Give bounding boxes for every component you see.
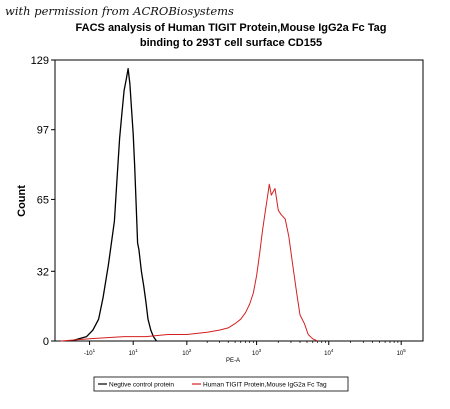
legend-box: [93, 376, 349, 392]
x-tick-label: -101: [84, 348, 96, 357]
legend-label-tigit: Human TIGIT Protein,Mouse IgG2a Fc Tag: [203, 382, 327, 389]
chart-title-line1: FACS analysis of Human TIGIT Protein,Mou…: [76, 22, 387, 34]
plot-area: 0 32 65 97 129 -101 101 102 103 104 105: [31, 55, 424, 357]
y-axis-label: Count: [16, 185, 28, 217]
y-tick-label: 97: [37, 125, 49, 137]
series-tigit-line: [60, 183, 318, 342]
y-tick-label: 129: [31, 55, 49, 67]
y-tick-label: 0: [43, 336, 49, 348]
plot-frame: [54, 59, 424, 342]
x-tick-label: 105: [397, 348, 407, 357]
x-tick-label: 103: [252, 348, 262, 357]
y-tick-label: 32: [37, 266, 49, 278]
x-tick-label: 104: [324, 348, 334, 357]
legend: Negtive control protein Human TIGIT Prot…: [93, 376, 349, 392]
x-axis-label: PE-A: [226, 358, 240, 364]
legend-label-negative: Negtive control protein: [109, 382, 174, 389]
y-tick-label: 65: [37, 194, 49, 206]
x-tick-label: 101: [129, 348, 139, 357]
chart-title-line2: binding to 293T cell surface CD155: [140, 37, 322, 49]
series-negative-control-line: [70, 68, 158, 342]
watermark-text: with permission from ACROBiosystems: [5, 4, 234, 18]
x-tick-label: 102: [182, 348, 192, 357]
